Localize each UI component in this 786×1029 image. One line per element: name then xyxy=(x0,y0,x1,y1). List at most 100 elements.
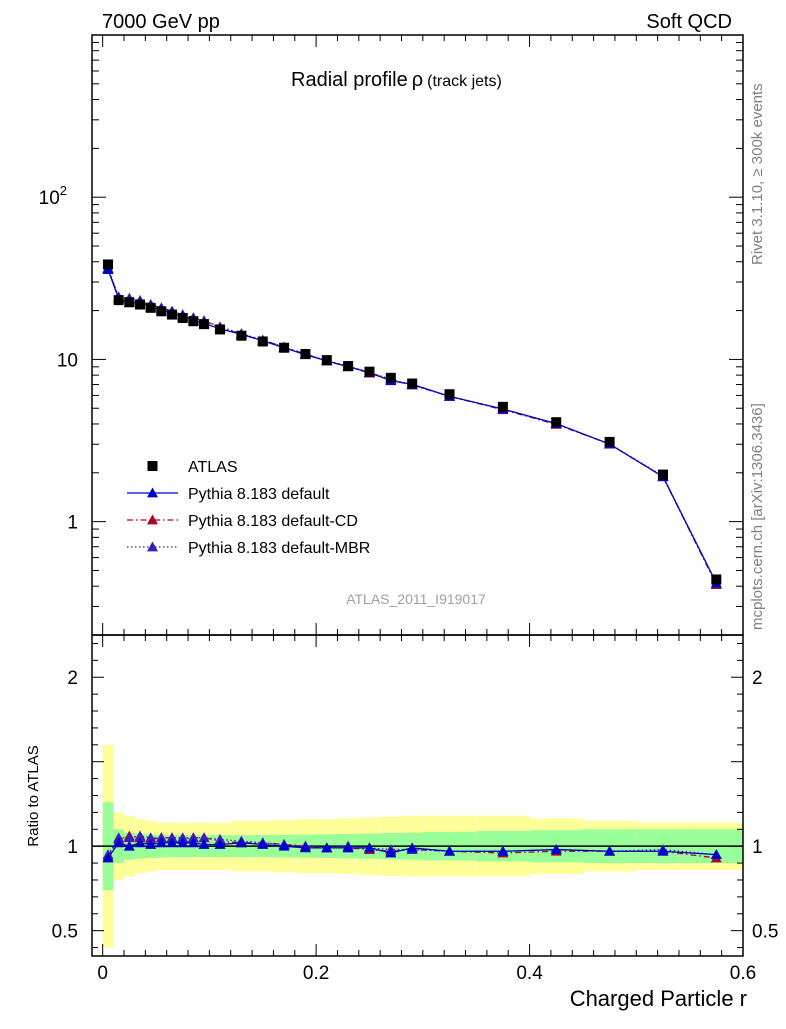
ratio-series-marker xyxy=(134,837,146,848)
ratio-series-marker xyxy=(257,838,269,849)
ratio-series-marker xyxy=(177,837,189,848)
ratio-y-tick-label-right: 1 xyxy=(752,837,763,858)
data-point xyxy=(236,330,247,341)
data-point xyxy=(279,342,290,353)
ratio-series xyxy=(102,830,722,863)
data-point xyxy=(215,324,226,335)
x-tick-label: 0.6 xyxy=(730,963,756,984)
x-tick-label: 0.4 xyxy=(516,963,543,984)
legend-label-data: ATLAS xyxy=(188,459,238,476)
data-point xyxy=(497,401,508,412)
ratio-series-marker xyxy=(214,838,226,849)
data-point xyxy=(711,574,722,585)
chart-title-symbol: ρ xyxy=(412,69,423,91)
data-point xyxy=(135,299,146,310)
legend-label: Pythia 8.183 default-MBR xyxy=(188,540,370,557)
data-point xyxy=(604,436,615,447)
data-point xyxy=(321,355,332,366)
ratio-series-marker xyxy=(321,842,333,853)
mcplots-label: mcplots.cern.ch [arXiv:1306.3436] xyxy=(749,403,766,630)
main-y-tick-exponent: 2 xyxy=(60,183,67,198)
legend-marker xyxy=(147,487,158,498)
ratio-series-marker xyxy=(406,842,418,853)
data-point xyxy=(657,469,668,480)
ratio-y-tick-label-left: 0.5 xyxy=(52,922,78,943)
ratio-series-marker xyxy=(235,837,247,848)
x-tick-label: 0 xyxy=(97,963,108,984)
legend-label: Pythia 8.183 default xyxy=(188,486,330,503)
data-point xyxy=(364,366,375,377)
ratio-frame xyxy=(91,634,744,957)
ratio-series-marker xyxy=(145,832,157,843)
x-tick-label: 0.2 xyxy=(303,963,329,984)
data-point xyxy=(407,378,418,389)
ratio-series-marker xyxy=(166,837,178,848)
axis-ticks xyxy=(92,35,744,956)
ratio-series-marker xyxy=(214,833,226,844)
ratio-series-marker xyxy=(385,847,397,858)
ratio-y-tick-label-left: 1 xyxy=(67,837,78,858)
ratio-series-marker xyxy=(278,840,290,851)
ratio-series-marker xyxy=(187,832,199,843)
chart-title: Radial profile ρ (track jets) xyxy=(291,69,502,91)
analysis-label: ATLAS_2011_I919017 xyxy=(346,591,486,607)
data-point xyxy=(199,319,210,330)
ratio-y-tick-label-left: 2 xyxy=(67,668,78,689)
legend: ATLAS Pythia 8.183 default Pythia 8.183 de… xyxy=(127,459,370,557)
legend-label: Pythia 8.183 default-CD xyxy=(188,513,358,530)
main-series-line xyxy=(107,267,717,584)
ratio-y-tick-label-right: 2 xyxy=(752,668,763,689)
ratio-series-marker xyxy=(102,852,114,863)
ratio-series-marker xyxy=(155,837,167,848)
rivet-label: Rivet 3.1.10, ≥ 300k events xyxy=(749,83,766,265)
x-axis-label: Charged Particle r xyxy=(570,986,747,1011)
main-series-line xyxy=(107,269,717,584)
header-left: 7000 GeV pp xyxy=(102,11,220,33)
ratio-series-marker xyxy=(299,842,311,853)
ratio-series-marker xyxy=(113,837,125,848)
data-point xyxy=(385,372,396,383)
data-point xyxy=(156,306,167,317)
legend-marker xyxy=(147,541,158,552)
ratio-series-marker xyxy=(134,830,146,841)
ratio-series-marker xyxy=(177,832,189,843)
ratio-series-marker xyxy=(123,832,135,843)
data-point xyxy=(300,348,311,359)
data-point xyxy=(145,302,156,313)
ratio-series-marker xyxy=(497,845,509,856)
main-series-line xyxy=(107,268,717,585)
main-data-points xyxy=(103,259,722,585)
ratio-series-marker xyxy=(604,845,616,856)
ratio-series-marker xyxy=(123,840,135,851)
data-point xyxy=(167,309,178,320)
ratio-series-marker xyxy=(198,832,210,843)
ratio-series-marker xyxy=(113,832,125,843)
data-point xyxy=(257,336,268,347)
chart-title-suffix: (track jets) xyxy=(427,73,502,90)
data-point xyxy=(551,417,562,428)
ratio-series-marker xyxy=(444,845,456,856)
header-right: Soft QCD xyxy=(646,11,732,33)
ratio-series-marker xyxy=(187,837,199,848)
legend-marker xyxy=(147,514,158,525)
data-point xyxy=(177,313,188,324)
ratio-series-marker xyxy=(145,838,157,849)
ratio-series-marker xyxy=(198,838,210,849)
legend-marker-data xyxy=(147,461,158,471)
ratio-series-marker xyxy=(363,842,375,853)
chart-title-text: Radial profile xyxy=(291,69,408,91)
data-point xyxy=(343,361,354,372)
ratio-y-tick-label-right: 0.5 xyxy=(752,922,778,943)
ratio-series-marker xyxy=(657,845,669,856)
ratio-series-marker xyxy=(550,844,562,854)
ratio-series-marker xyxy=(155,832,167,843)
main-y-tick-label: 102 xyxy=(39,183,67,209)
data-point xyxy=(124,297,135,308)
ratio-series-marker xyxy=(166,832,178,843)
data-point xyxy=(103,259,114,270)
main-y-tick-label: 10 xyxy=(57,350,78,371)
data-point xyxy=(113,295,124,306)
data-point xyxy=(444,389,455,400)
